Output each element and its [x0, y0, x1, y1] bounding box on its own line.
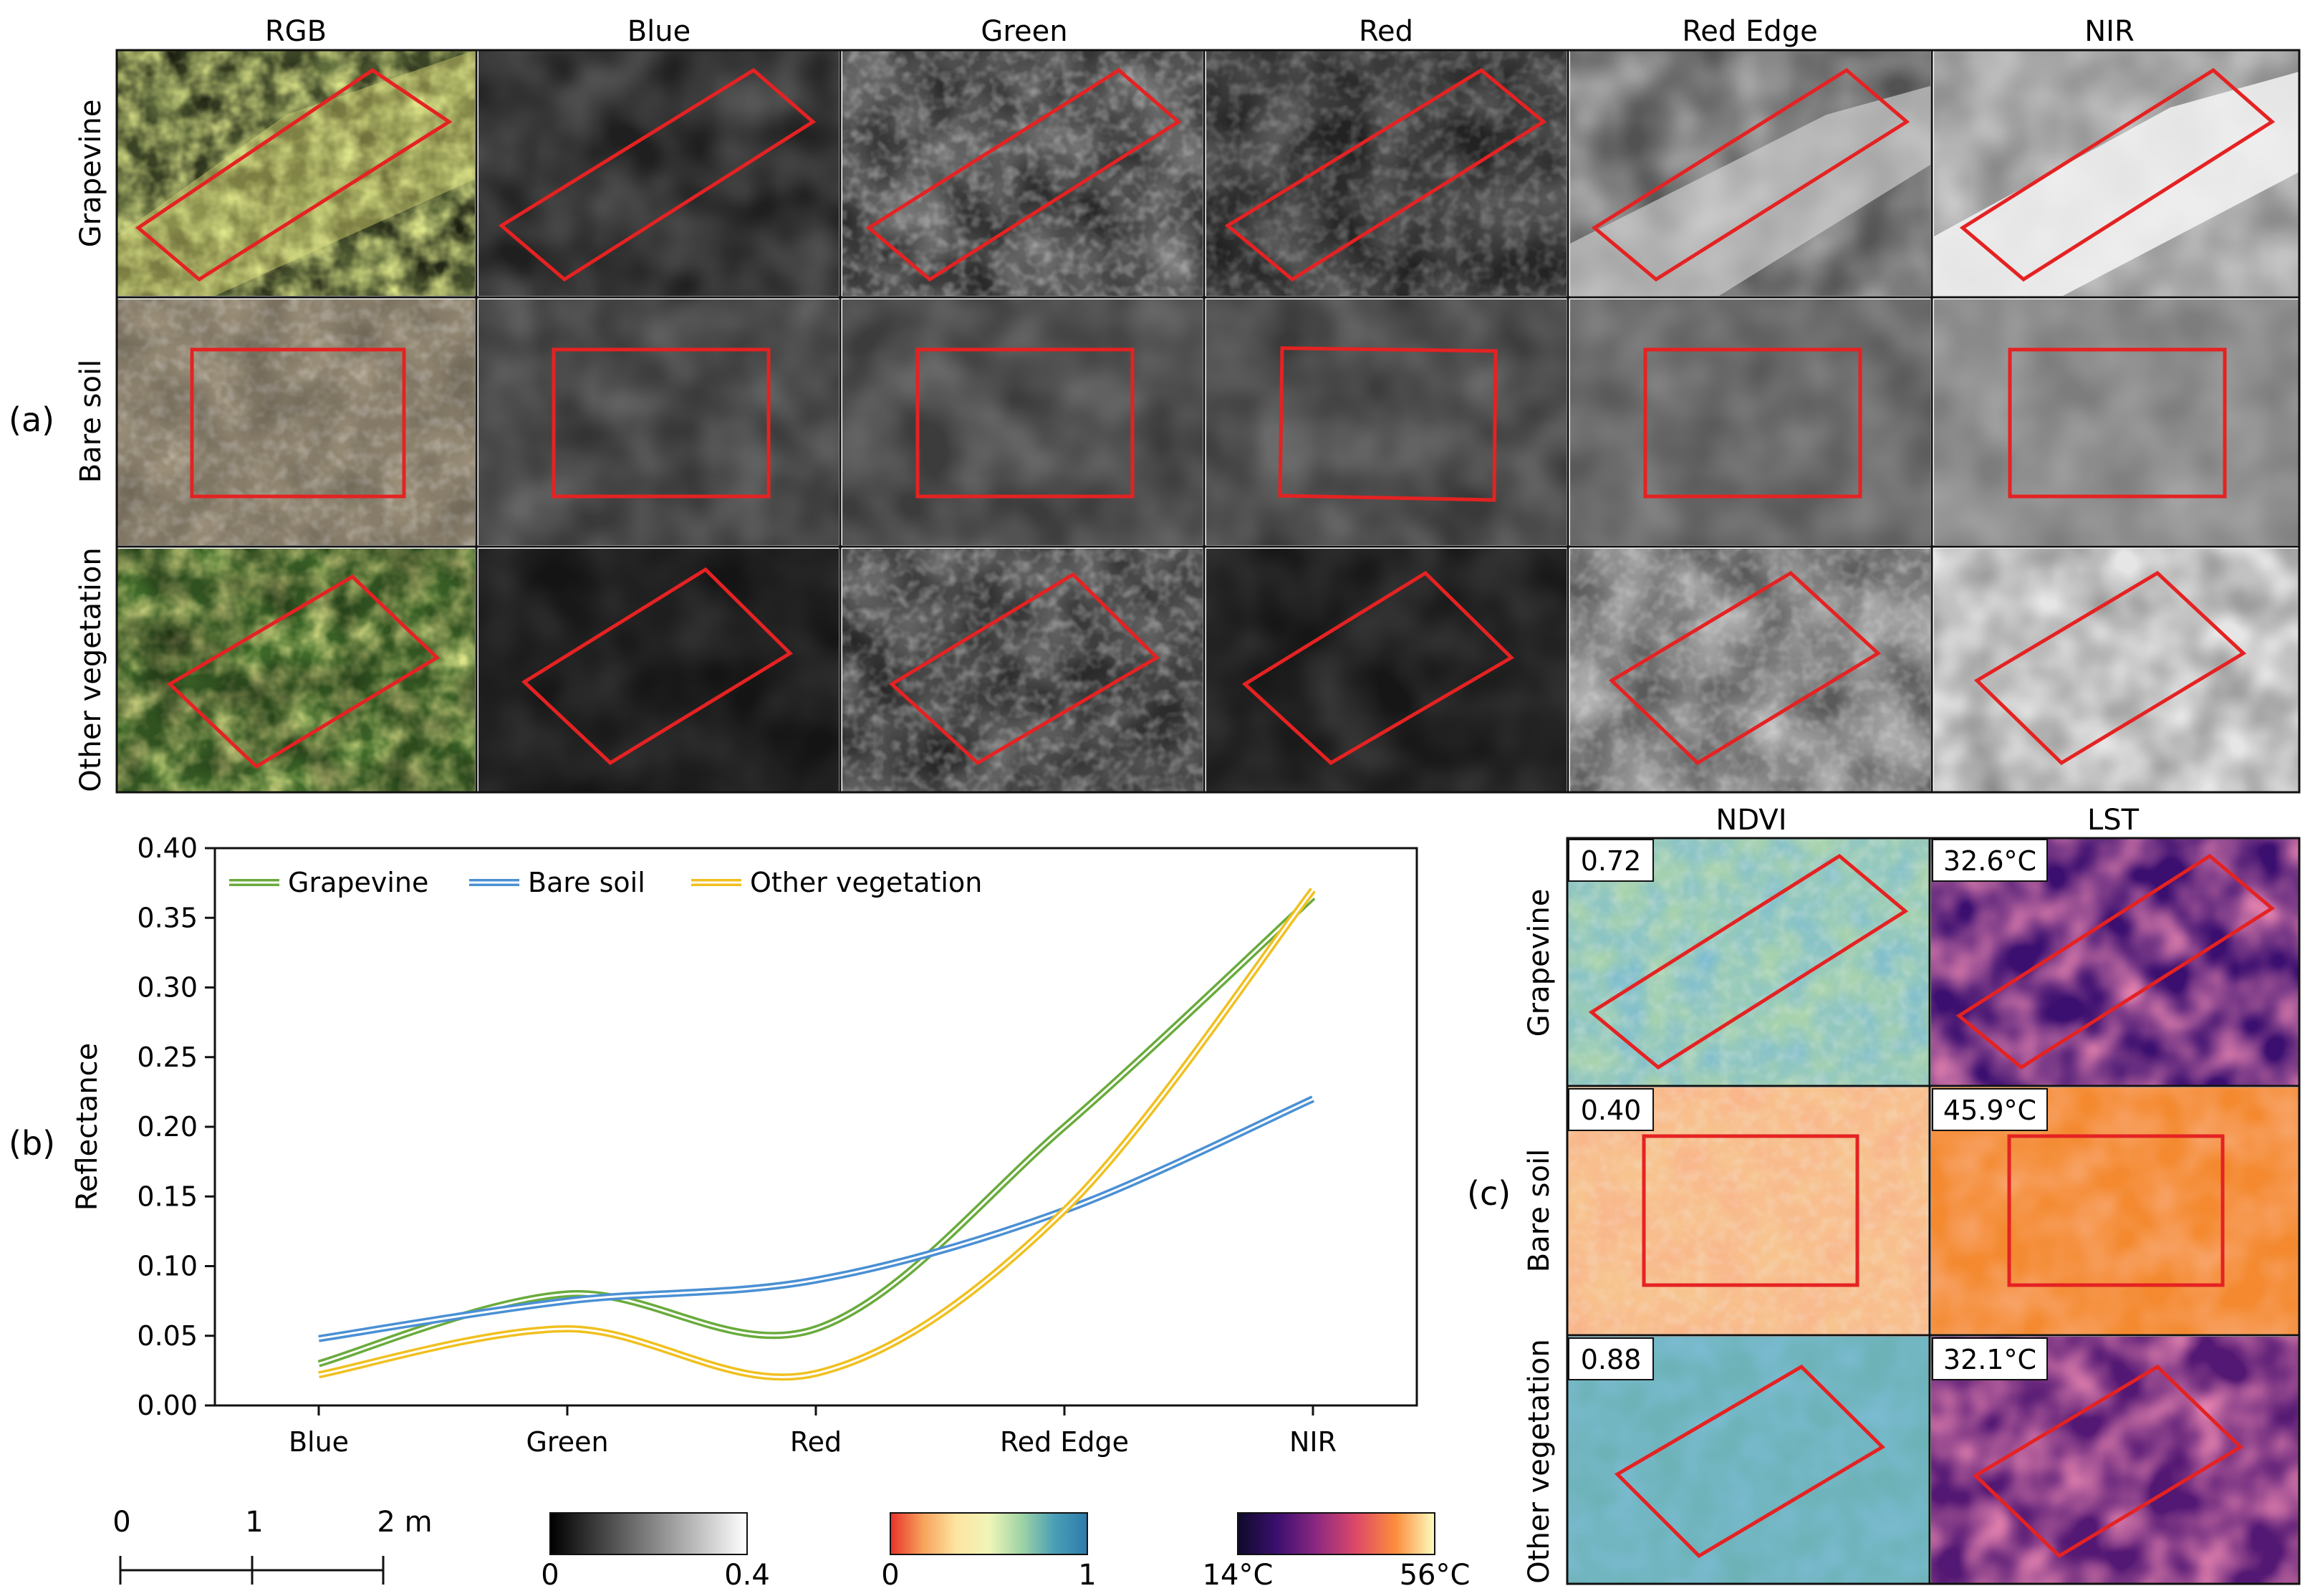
- lst-value-other-vegetation: 32.1°C: [1932, 1337, 2048, 1380]
- lst-value-grapevine: 32.6°C: [1932, 839, 2048, 882]
- colorbar-reflectance: 0 0.4: [541, 1512, 770, 1592]
- band-header-nir: NIR: [2084, 15, 2135, 48]
- c-row-label-bare-soil: Bare soil: [1523, 1149, 1556, 1272]
- y-tick-label: 0.15: [137, 1181, 198, 1212]
- lst-value-other-vegetation-text: 32.1°C: [1943, 1344, 2036, 1375]
- x-axis: Blue Green Red Red Edge NIR: [289, 1405, 1337, 1458]
- y-tick-label: 0.20: [137, 1111, 198, 1143]
- tile-other-vegetation-red: [1206, 549, 1567, 792]
- x-tick-label: Red Edge: [1000, 1426, 1129, 1458]
- tile-bare-soil-blue: [478, 299, 839, 545]
- tile-other-vegetation-blue: [478, 549, 839, 792]
- chart-series: [317, 888, 1316, 1381]
- panel-c-grid: [1566, 837, 2301, 1585]
- ndvi-value-grapevine: 0.72: [1568, 839, 1654, 882]
- band-header-blue: Blue: [627, 15, 691, 48]
- colorbar-lst: 14°C 56°C: [1203, 1512, 1471, 1592]
- y-tick-label: 0.40: [137, 832, 198, 864]
- ndvi-tile-bare-soil: [1567, 1087, 1929, 1335]
- ndvi-value-grapevine-text: 0.72: [1581, 845, 1642, 877]
- tile-grapevine-nir: [1934, 50, 2299, 296]
- tile-bare-soil-nir: [1934, 299, 2299, 545]
- x-tick-label: Green: [526, 1426, 608, 1458]
- lst-value-grapevine-text: 32.6°C: [1943, 845, 2036, 877]
- plot-frame: [213, 847, 1418, 1407]
- index-header-lst: LST: [2087, 804, 2140, 837]
- tile-bare-soil-rgb: [117, 299, 475, 545]
- chart-legend: Grapevine Bare soil Other vegetation: [229, 867, 982, 898]
- scale-tick-1: 1: [245, 1506, 263, 1539]
- y-axis: 0.00 0.05 0.10 0.15 0.20 0.25 0.30 0.35 0.40: [137, 832, 215, 1421]
- tile-grapevine-rgb: [117, 50, 475, 296]
- c-row-label-grapevine: Grapevine: [1523, 889, 1556, 1037]
- tile-bare-soil-red-edge: [1570, 299, 1930, 545]
- panel-a-label: (a): [9, 400, 54, 439]
- y-tick-label: 0.25: [137, 1042, 198, 1073]
- y-tick-label: 0.35: [137, 902, 198, 933]
- y-tick-label: 0.10: [137, 1251, 198, 1282]
- ndvi-value-other-vegetation: 0.88: [1568, 1337, 1654, 1380]
- scale-tick-0: 0: [112, 1506, 130, 1539]
- y-tick-label: 0.00: [137, 1390, 198, 1421]
- lst-tile-other-vegetation: [1931, 1337, 2299, 1584]
- panel-a-grid: [115, 49, 2301, 794]
- y-tick-label: 0.05: [137, 1320, 198, 1352]
- panel-c-label: (c): [1467, 1174, 1511, 1213]
- ndvi-tile-grapevine: [1567, 838, 1929, 1085]
- row-label-bare-soil: Bare soil: [74, 360, 107, 483]
- x-tick-label: Blue: [289, 1426, 349, 1458]
- panel-b-label: (b): [9, 1124, 55, 1163]
- colorbar-ndvi-min: 0: [881, 1559, 899, 1592]
- band-header-rgb: RGB: [265, 15, 327, 48]
- y-axis-title: Reflectance: [71, 1043, 104, 1211]
- ndvi-value-bare-soil-text: 0.40: [1581, 1095, 1642, 1126]
- tile-grapevine-red: [1206, 50, 1567, 296]
- tile-other-vegetation-green: [842, 549, 1203, 792]
- band-header-red-edge: Red Edge: [1682, 15, 1817, 48]
- tile-bare-soil-green: [842, 299, 1203, 545]
- tile-bare-soil-red: [1206, 299, 1567, 545]
- colorbar-lst-min: 14°C: [1203, 1559, 1274, 1592]
- colorbar-lst-max: 56°C: [1400, 1559, 1471, 1592]
- panel-c: (c) NDVI LST Grapevine Bare soil Other v…: [1467, 804, 2301, 1585]
- ndvi-value-bare-soil: 0.40: [1568, 1088, 1654, 1131]
- panel-b: (b) Reflectance 0.00 0.05 0.10 0.15 0.20 0.25…: [9, 832, 1418, 1458]
- legend-label-grapevine: Grapevine: [288, 867, 428, 898]
- band-header-red: Red: [1359, 15, 1413, 48]
- x-tick-label: NIR: [1289, 1426, 1337, 1458]
- panel-a: (a) RGB Blue Green Red Red Edge NIR Grap…: [9, 15, 2301, 794]
- tile-grapevine-blue: [478, 50, 839, 296]
- series-line-bare-soil-inner: [318, 1097, 1314, 1340]
- colorbar-reflectance-max: 0.4: [724, 1559, 770, 1592]
- colorbar-ndvi-max: 1: [1078, 1559, 1096, 1592]
- lst-value-bare-soil-text: 45.9°C: [1943, 1095, 2036, 1126]
- x-tick-label: Red: [790, 1426, 842, 1458]
- ndvi-value-other-vegetation-text: 0.88: [1581, 1344, 1642, 1375]
- series-line-other-vegetation-inner: [318, 889, 1314, 1378]
- tile-other-vegetation-nir: [1934, 549, 2299, 792]
- c-row-label-other-vegetation: Other vegetation: [1523, 1339, 1556, 1583]
- row-label-other-vegetation: Other vegetation: [74, 547, 107, 792]
- y-tick-label: 0.30: [137, 972, 198, 1004]
- row-label-grapevine: Grapevine: [74, 100, 107, 248]
- lst-value-bare-soil: 45.9°C: [1932, 1088, 2048, 1131]
- tile-other-vegetation-rgb: [117, 549, 475, 792]
- colorbar-reflectance-min: 0: [541, 1559, 559, 1592]
- tile-grapevine-red-edge: [1570, 50, 1930, 296]
- tile-other-vegetation-red-edge: [1570, 549, 1930, 792]
- scale-tick-2: 2 m: [377, 1506, 432, 1539]
- scale-bar: 0 1 2 m: [112, 1506, 433, 1585]
- index-header-ndvi: NDVI: [1715, 804, 1786, 837]
- tile-grapevine-green: [842, 50, 1203, 296]
- colorbar-ndvi: 0 1: [881, 1512, 1097, 1592]
- legend-label-bare-soil: Bare soil: [528, 867, 645, 898]
- legend-label-other-vegetation: Other vegetation: [750, 867, 982, 898]
- band-header-green: Green: [981, 15, 1067, 48]
